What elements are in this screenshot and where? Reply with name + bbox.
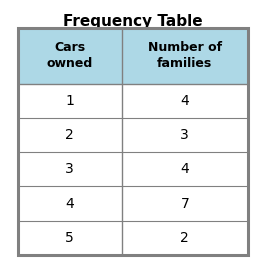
- Bar: [18, 186, 248, 221]
- Text: Number of
families: Number of families: [148, 41, 222, 70]
- Text: 5: 5: [65, 231, 74, 245]
- Bar: [18, 84, 248, 118]
- Text: 3: 3: [65, 162, 74, 176]
- Bar: [18, 152, 248, 186]
- Text: 3: 3: [180, 128, 189, 142]
- Text: 2: 2: [65, 128, 74, 142]
- Text: 7: 7: [180, 196, 189, 211]
- Text: 4: 4: [180, 94, 189, 108]
- Text: 1: 1: [65, 94, 74, 108]
- Text: Frequency Table: Frequency Table: [63, 14, 203, 29]
- Bar: [18, 118, 248, 152]
- Bar: [18, 221, 248, 255]
- Text: Cars
owned: Cars owned: [47, 41, 93, 70]
- Text: 4: 4: [180, 162, 189, 176]
- Bar: [18, 28, 248, 84]
- Bar: [18, 28, 248, 255]
- Text: 4: 4: [65, 196, 74, 211]
- Text: 2: 2: [180, 231, 189, 245]
